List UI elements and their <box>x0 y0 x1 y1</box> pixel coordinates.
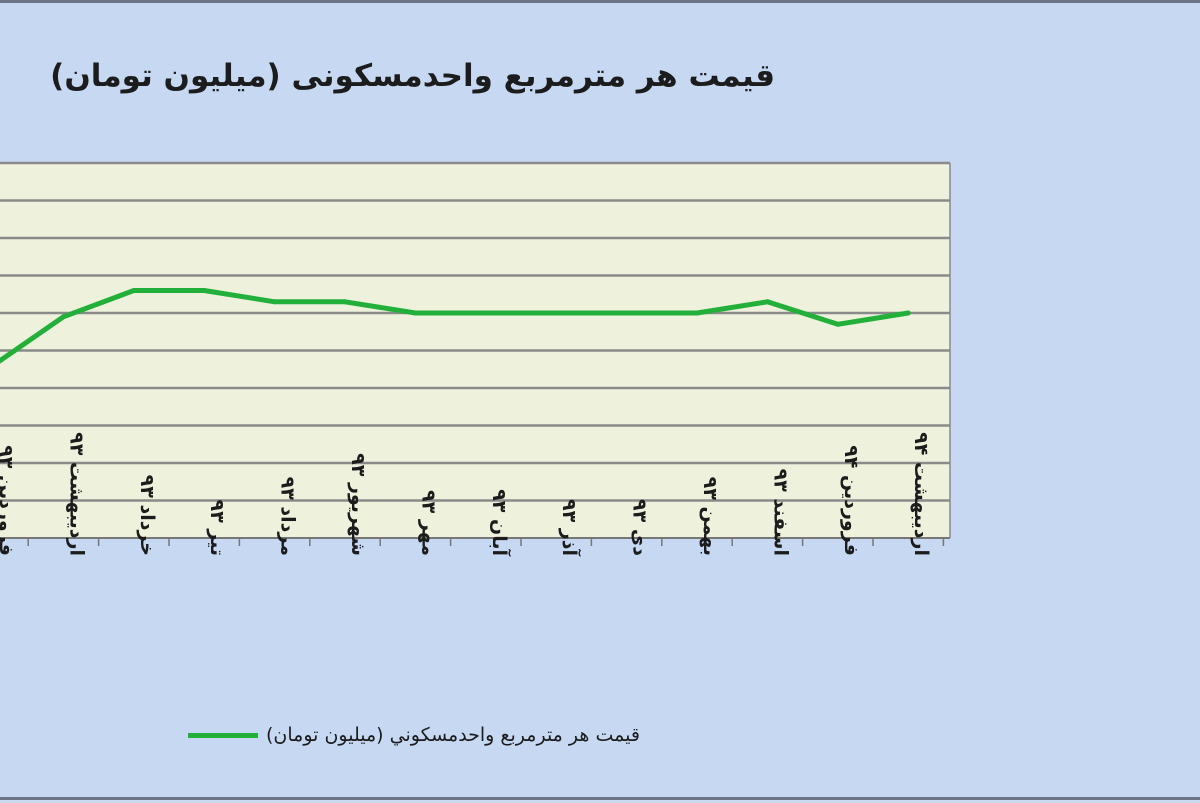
data-point <box>342 299 348 305</box>
x-tick-label: تیر ۹۳ <box>206 499 228 556</box>
x-tick-label: بهمن ۹۳ <box>699 477 721 556</box>
data-point <box>60 314 66 320</box>
data-point <box>905 310 911 316</box>
chart-title: قیمت هر مترمربع واحدمسکونی (میلیون تومان… <box>50 58 775 94</box>
x-tick-label: مهر ۹۳ <box>417 490 439 556</box>
chart-legend: قیمت هر مترمربع واحدمسکوني (میلیون تومان… <box>188 720 640 750</box>
legend-label: قیمت هر مترمربع واحدمسکوني (میلیون تومان… <box>266 724 640 746</box>
x-tick-label: فروردین ۹۴ <box>840 445 862 556</box>
series-line <box>0 288 911 364</box>
data-point <box>272 299 278 305</box>
x-tick-label: مرداد ۹۳ <box>277 477 299 556</box>
x-tick-label: آذر ۹۳ <box>558 499 582 557</box>
legend-swatch <box>188 732 258 738</box>
x-tick-label: فروردین ۹۳ <box>0 445 17 556</box>
data-point <box>694 310 700 316</box>
data-point <box>624 310 630 316</box>
data-point <box>553 310 559 316</box>
x-tick-label: شهریور ۹۳ <box>347 453 369 556</box>
data-point <box>131 288 137 293</box>
data-point <box>201 288 207 293</box>
x-tick-label: اردیبهشت ۹۳ <box>65 432 87 556</box>
x-tick-label: دی ۹۳ <box>629 499 651 556</box>
x-tick-label: خرداد ۹۳ <box>136 475 158 556</box>
data-point <box>483 310 489 316</box>
line-chart: فروردین ۹۳ اردیبهشت ۹۳ خرداد ۹۳ تیر ۹۳ مرداد… <box>0 161 951 557</box>
data-point <box>835 321 841 327</box>
x-tick-label: اسفند ۹۳ <box>769 469 791 556</box>
x-tick-label: اردیبهشت ۹۴ <box>910 432 932 556</box>
data-point <box>412 310 418 316</box>
data-point <box>764 299 770 305</box>
x-tick-label: آبان ۹۳ <box>488 489 512 556</box>
